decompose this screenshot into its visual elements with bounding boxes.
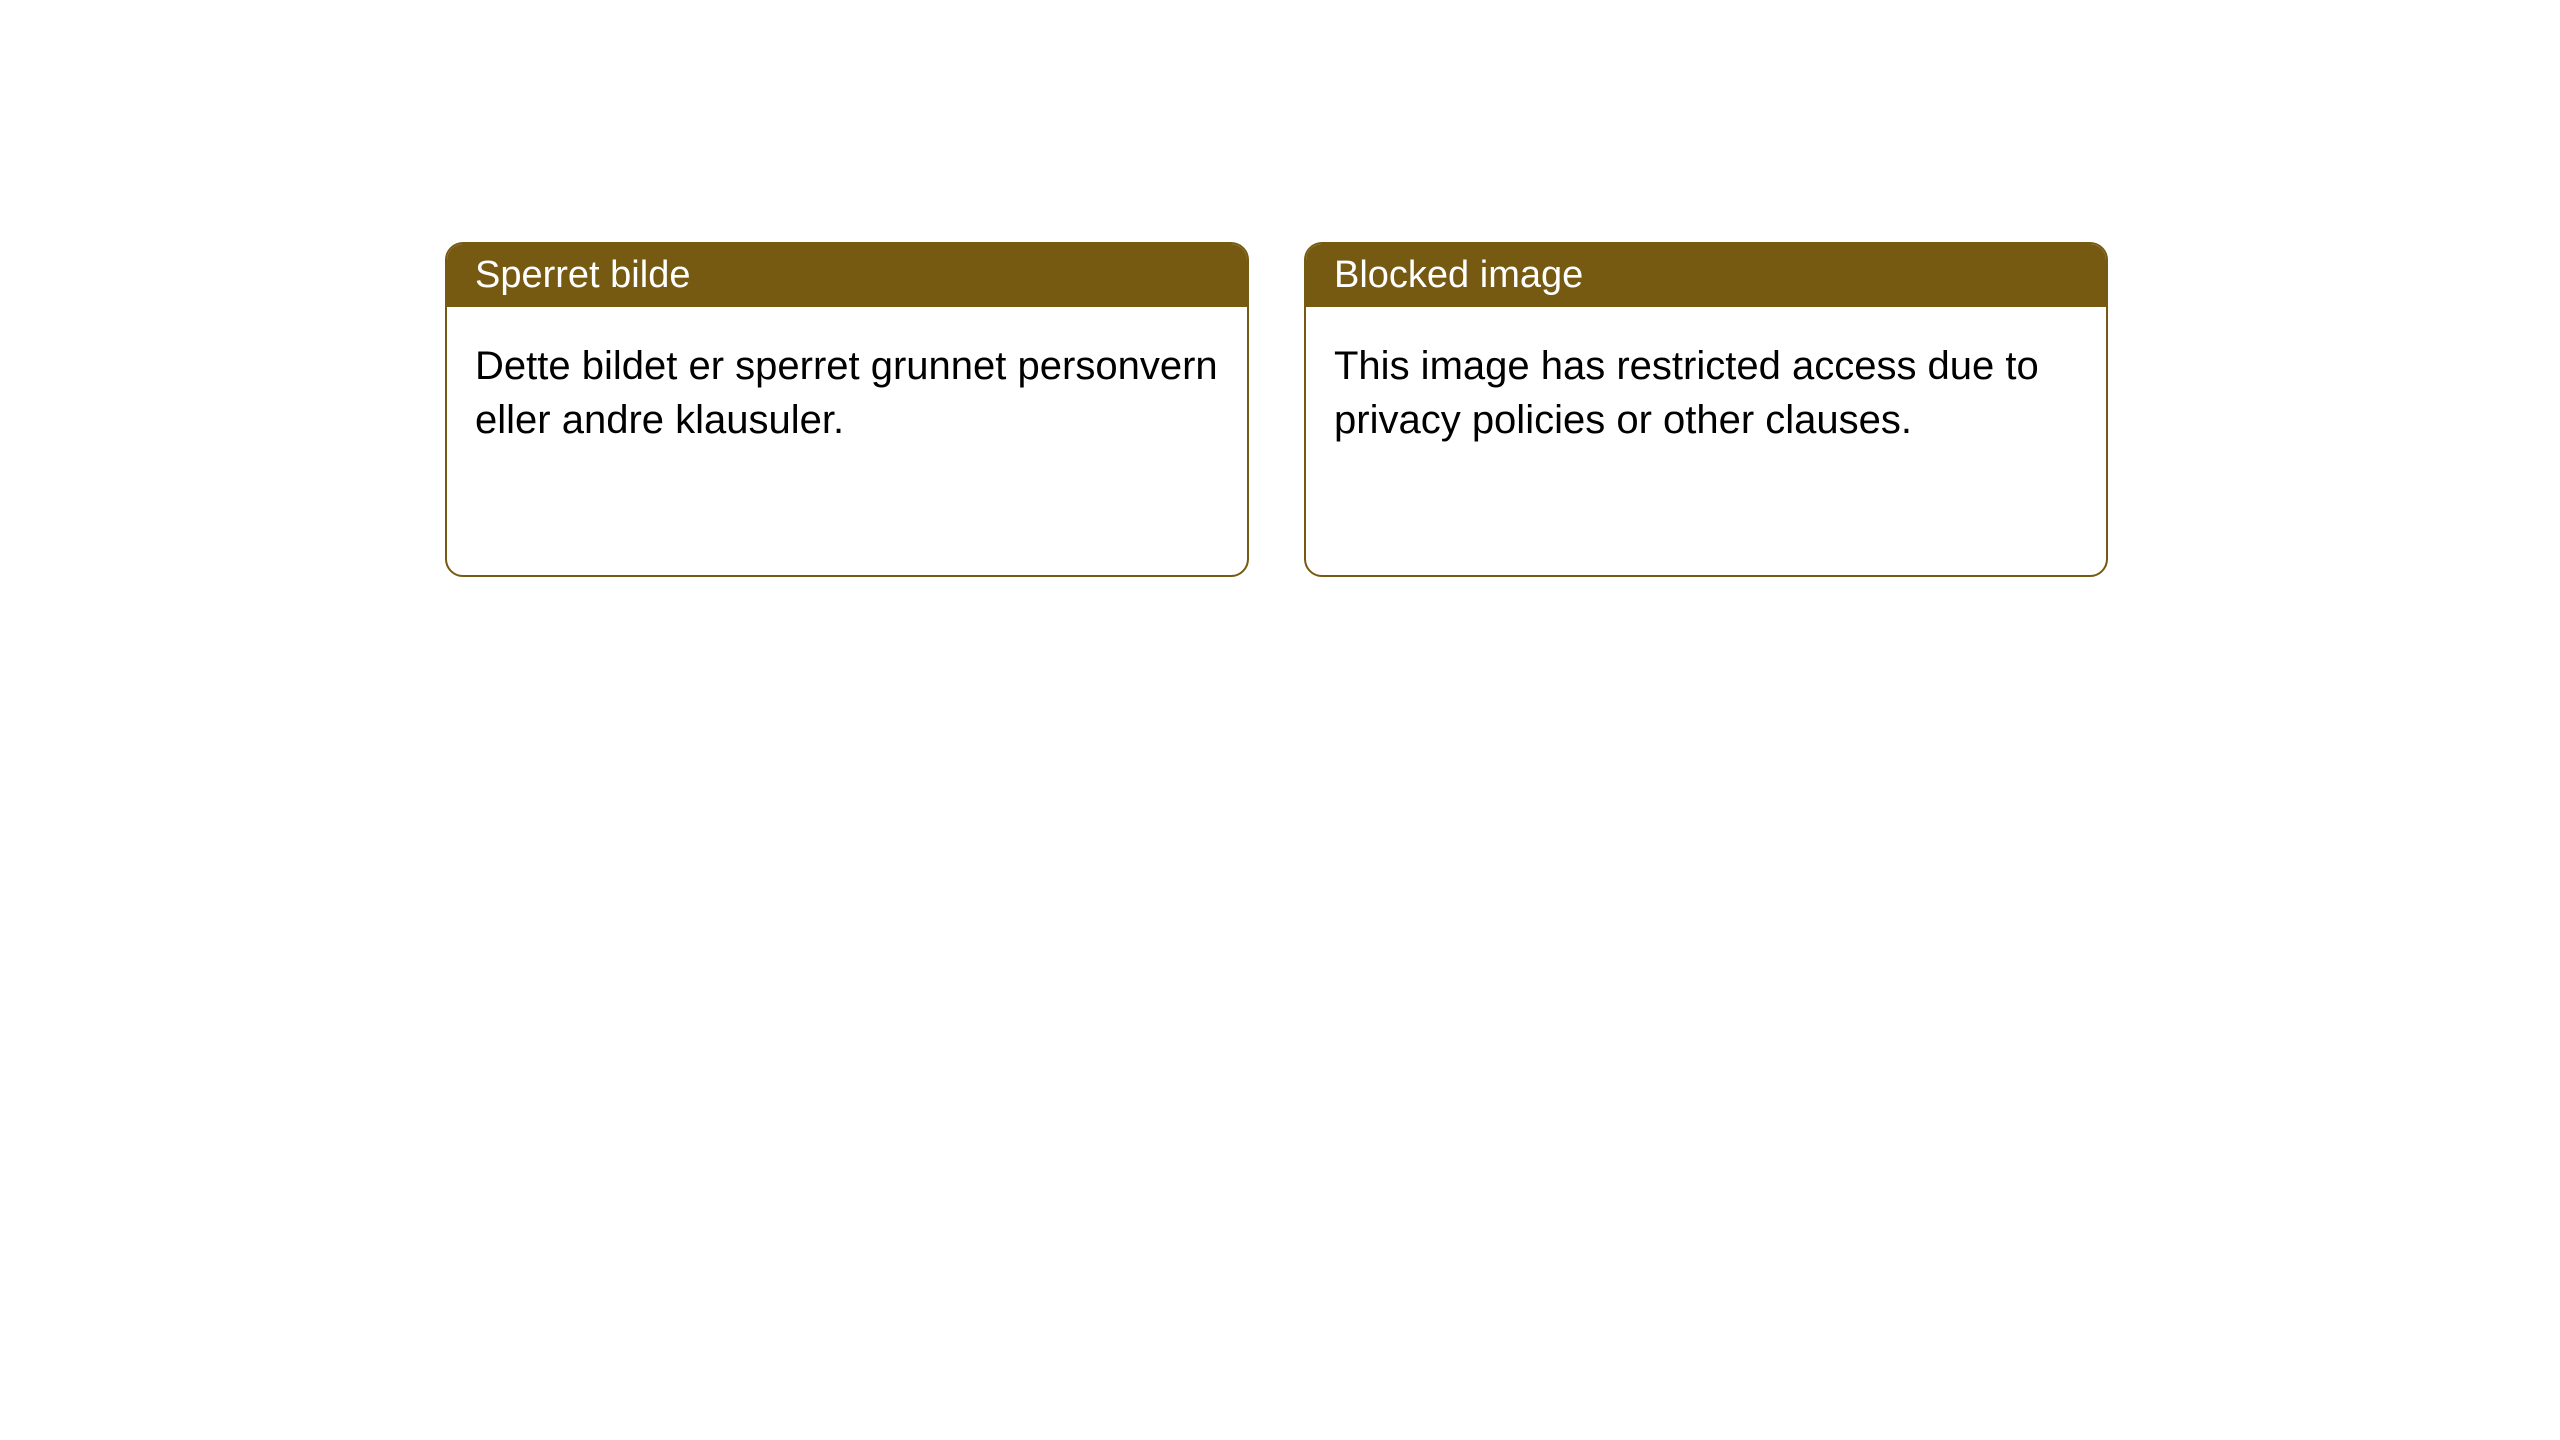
card-header: Blocked image [1306,244,2106,307]
notice-cards-container: Sperret bilde Dette bildet er sperret gr… [445,242,2108,577]
card-body-text: This image has restricted access due to … [1334,344,2039,442]
card-header: Sperret bilde [447,244,1247,307]
blocked-image-card-no: Sperret bilde Dette bildet er sperret gr… [445,242,1249,577]
blocked-image-card-en: Blocked image This image has restricted … [1304,242,2108,577]
card-body-text: Dette bildet er sperret grunnet personve… [475,344,1218,442]
card-body: This image has restricted access due to … [1306,307,2106,575]
card-header-title: Blocked image [1334,254,1583,297]
card-header-title: Sperret bilde [475,254,690,297]
card-body: Dette bildet er sperret grunnet personve… [447,307,1247,575]
